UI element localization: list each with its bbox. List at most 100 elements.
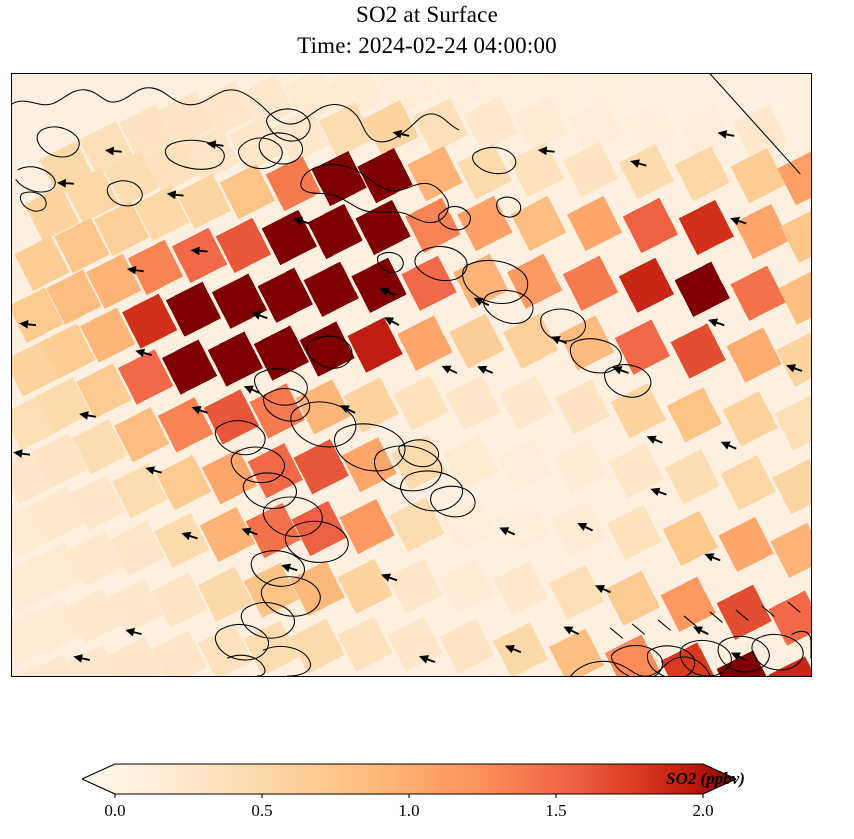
mesh-cell: [622, 197, 679, 254]
mesh-cell: [608, 443, 665, 499]
mesh-cell: [238, 74, 294, 130]
mesh-cell: [497, 437, 553, 493]
wind-arrow: [499, 527, 516, 536]
mesh-cell: [660, 576, 716, 632]
mesh-cell: [351, 257, 407, 313]
colorbar-axis-label: SO2 (ppbv): [666, 769, 745, 788]
colorbar-tick-label: 0.5: [251, 801, 273, 820]
mesh-cell: [666, 387, 722, 443]
wind-arrow: [704, 553, 721, 562]
mesh-cell: [165, 281, 222, 337]
mesh-cell: [299, 321, 355, 377]
mesh-cell: [614, 319, 671, 375]
mesh-cell: [503, 313, 559, 369]
wind-arrow: [241, 527, 258, 536]
wind-arrow: [418, 655, 436, 664]
mesh-cell: [158, 91, 215, 147]
mesh-cell: [772, 459, 811, 515]
mesh-cell: [12, 502, 54, 559]
wind-arrow: [379, 287, 396, 297]
mesh-cell: [155, 455, 212, 511]
mesh-cell: [548, 564, 605, 620]
wind-arrow: [595, 585, 611, 594]
mesh-cell: [562, 142, 619, 198]
mesh-cell: [716, 650, 767, 676]
mesh-cell: [441, 496, 497, 553]
mesh-cell: [32, 433, 88, 489]
wind-arrow: [56, 178, 74, 188]
mesh-cell: [211, 273, 268, 329]
mesh-cell: [108, 578, 164, 634]
mesh-cell: [303, 261, 359, 317]
mesh-cell: [552, 439, 609, 495]
mesh-cell: [670, 323, 726, 379]
wind-arrow: [79, 411, 96, 420]
mesh-cell: [341, 437, 397, 493]
wind-arrow: [339, 405, 356, 414]
wind-arrow: [126, 265, 144, 275]
mesh-cell: [511, 195, 567, 252]
mesh-cell: [776, 332, 811, 387]
wind-arrow: [630, 159, 647, 168]
mesh-cell: [674, 146, 730, 202]
wind-arrow: [191, 405, 208, 415]
mesh-cell: [64, 167, 120, 224]
mesh-cell: [401, 255, 457, 311]
mesh-cell: [550, 500, 607, 557]
mesh-cell: [219, 164, 276, 220]
mesh-cell: [606, 504, 663, 561]
map-plot-area[interactable]: [11, 73, 812, 677]
mesh-cell: [566, 195, 623, 252]
wind-arrow: [612, 366, 629, 375]
wind-arrow: [563, 626, 579, 635]
wind-arrow: [786, 364, 803, 373]
wind-arrow: [504, 645, 522, 654]
mesh-cell: [207, 331, 264, 387]
wind-arrow: [135, 348, 152, 358]
colorbar-gradient: [82, 763, 736, 798]
mesh-cell: [445, 375, 501, 431]
mesh-cell: [14, 235, 70, 291]
mesh-cell: [30, 486, 86, 543]
colorbar[interactable]: 0.0 0.5 1.0 1.5 2.0: [82, 760, 736, 820]
mesh-cell: [114, 407, 170, 463]
wind-arrow: [646, 435, 663, 444]
mesh-cell: [660, 642, 715, 676]
mesh-cell: [175, 173, 232, 230]
mesh-cell: [307, 203, 363, 260]
mesh-cell: [72, 419, 128, 475]
wind-arrow: [708, 318, 725, 327]
mesh-cell: [295, 379, 351, 435]
mesh-cell: [76, 363, 132, 419]
mesh-cell: [457, 195, 513, 252]
mesh-cell: [722, 391, 778, 447]
mesh-cell: [548, 628, 605, 676]
timestamp-subtitle: Time: 2024-02-24 04:00:00: [297, 33, 557, 58]
mesh-cell: [730, 265, 786, 321]
wind-arrow: [730, 216, 747, 226]
mesh-cell: [339, 498, 395, 555]
colorbar-tick-label: 0.0: [104, 801, 126, 820]
mesh-cell: [463, 96, 519, 152]
wind-arrow: [473, 297, 490, 307]
mesh-cell: [94, 200, 150, 257]
mesh-cell: [443, 435, 499, 491]
mesh-cell: [104, 151, 160, 207]
wind-vector-overlay: [13, 129, 803, 664]
wind-arrow: [181, 531, 198, 541]
mesh-cell: [108, 636, 164, 676]
wind-arrow: [243, 385, 260, 394]
mesh-cell: [253, 325, 309, 381]
mesh-cell: [439, 618, 495, 674]
mesh-cell: [40, 323, 96, 379]
wind-arrow: [104, 146, 122, 156]
mesh-cell: [119, 104, 175, 160]
mesh-cell: [662, 510, 718, 567]
mesh-cell: [70, 474, 126, 531]
mesh-cell: [393, 375, 449, 431]
mesh-cell: [732, 104, 788, 160]
mesh-cell: [387, 616, 443, 672]
mesh-cell: [110, 520, 166, 577]
mesh-cell: [151, 630, 208, 676]
mesh-cell: [261, 209, 317, 266]
